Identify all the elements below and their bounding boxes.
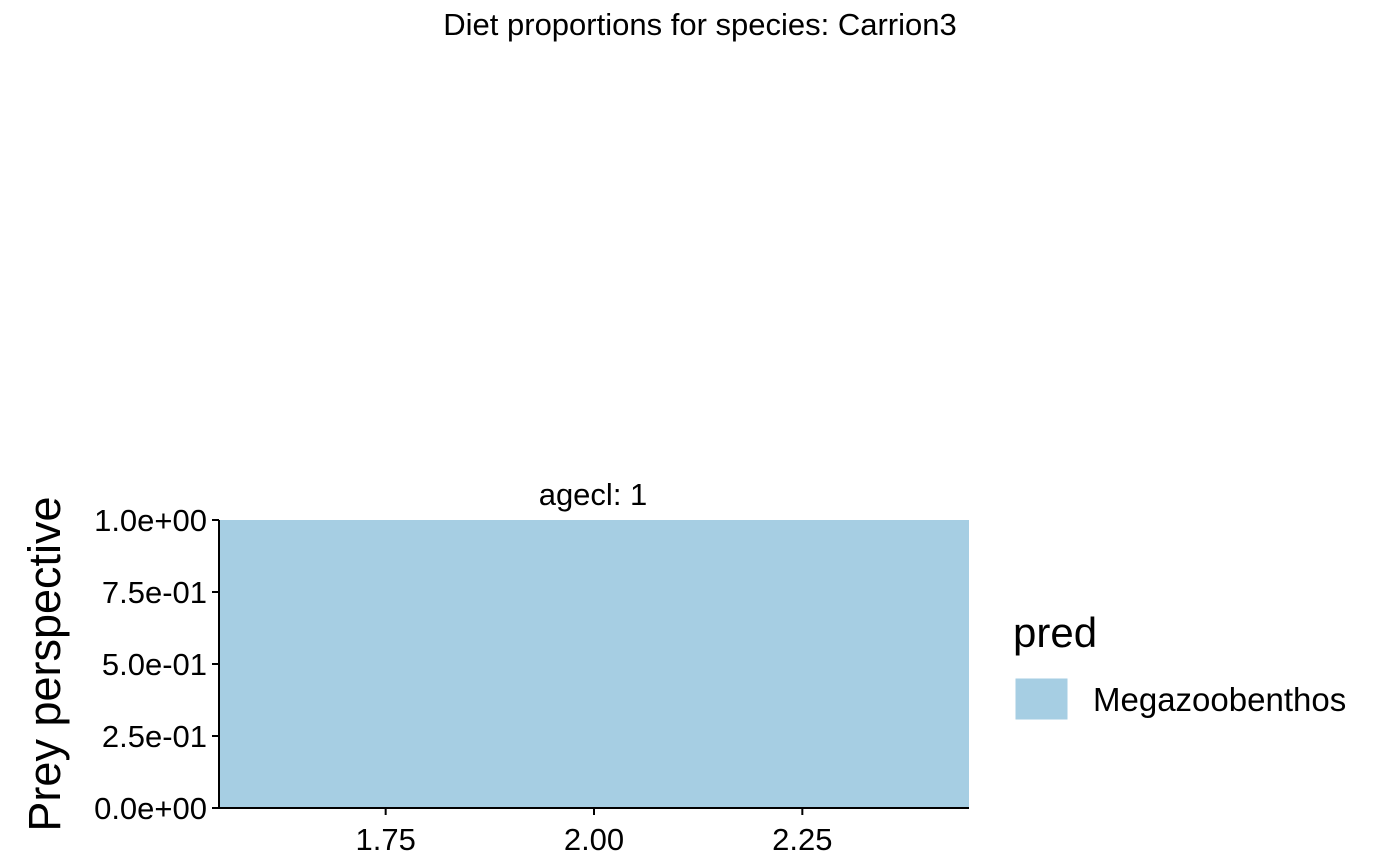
x-tick-label: 2.25	[772, 822, 832, 857]
chart-title: Diet proportions for species: Carrion3	[443, 7, 956, 42]
legend: Megazoobenthos	[1014, 677, 1346, 721]
area-series-0	[219, 520, 969, 808]
x-tick-label: 1.75	[355, 822, 415, 857]
facet-label: agecl: 1	[539, 477, 648, 512]
x-tick-label: 2.00	[564, 822, 624, 857]
x-axis-ticks: 1.75 2.00 2.25	[355, 808, 833, 857]
y-axis-ticks: 0.0e+00 2.5e-01 5.0e-01 7.5e-01 1.0e+00	[94, 503, 219, 826]
y-tick-label: 7.5e-01	[102, 575, 207, 610]
plot-area	[219, 520, 969, 808]
y-tick-label: 2.5e-01	[102, 719, 207, 754]
y-tick-label: 5.0e-01	[102, 647, 207, 682]
y-tick-label: 1.0e+00	[94, 503, 207, 538]
legend-title: pred	[1013, 609, 1097, 656]
legend-label: Megazoobenthos	[1093, 681, 1346, 718]
legend-swatch	[1014, 677, 1069, 721]
y-tick-label: 0.0e+00	[94, 791, 207, 826]
y-axis-title: Prey perspective	[19, 496, 70, 831]
